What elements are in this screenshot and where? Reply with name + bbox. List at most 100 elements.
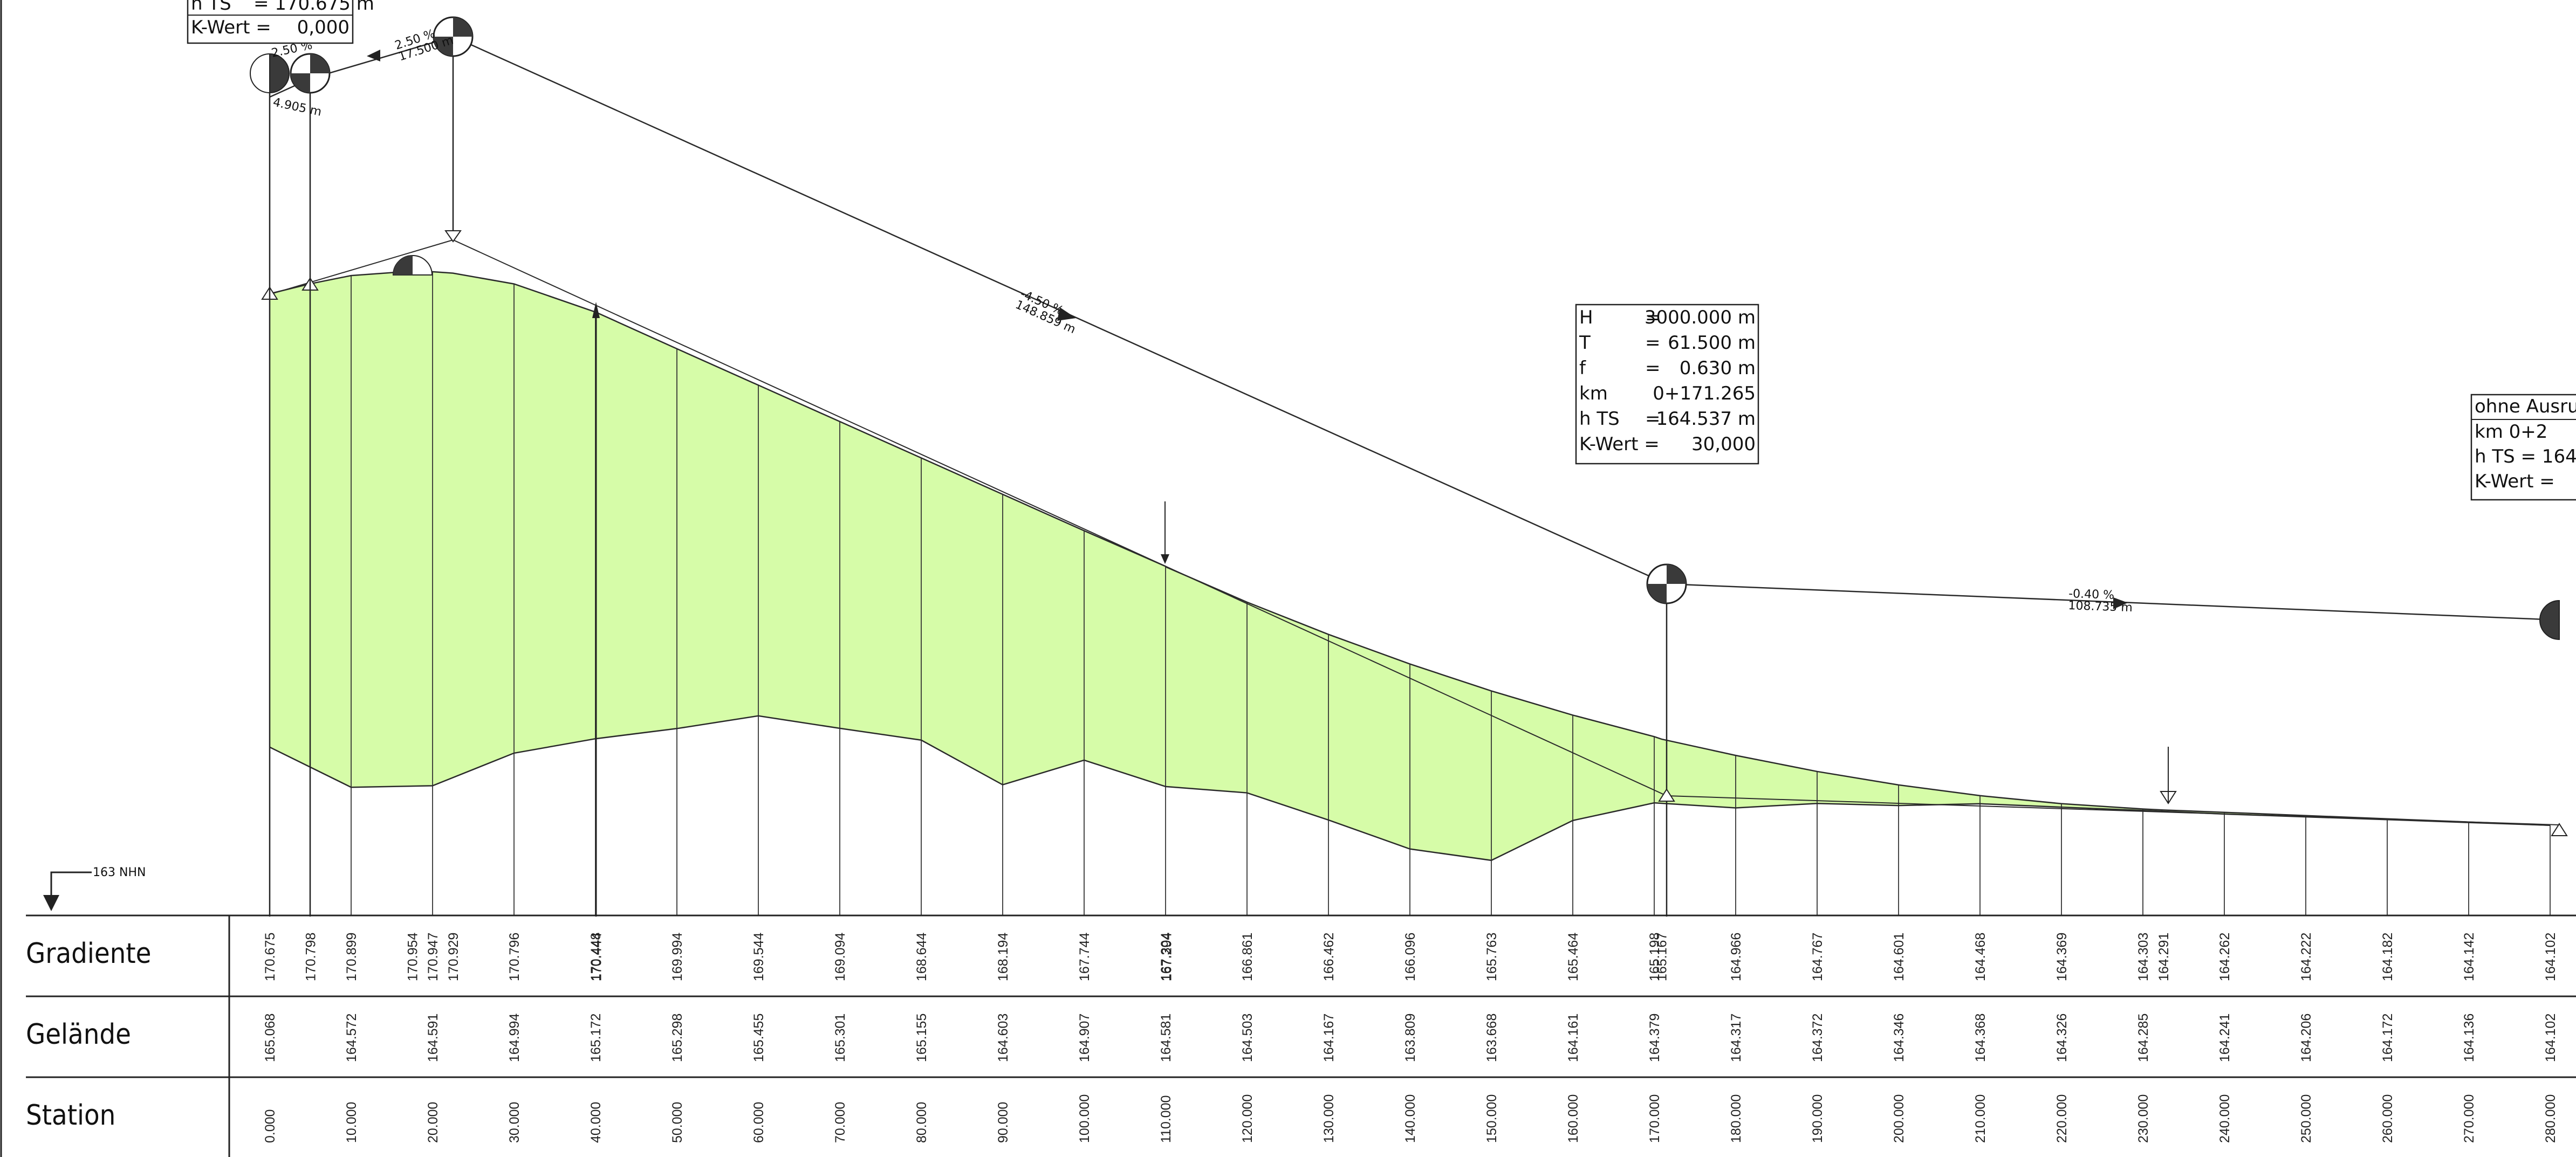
grade-value-label: 169.994 [670, 933, 685, 981]
mid-box-eq: = [1645, 357, 1661, 379]
vertical-marker-arrow-1 [592, 302, 600, 318]
ground-value-label: 164.581 [1159, 1014, 1174, 1062]
grade-value-label: 164.966 [1729, 933, 1744, 981]
ground-value-label: 164.994 [507, 1014, 522, 1062]
ground-value-label: 164.317 [1729, 1014, 1744, 1062]
station-value-label: 40.000 [588, 1102, 604, 1143]
grade-value-label: 169.544 [751, 933, 766, 981]
table-values: 170.675 170.798 170.899 170.954 170.947 170.9… [263, 933, 2558, 1143]
station-value-label: 60.000 [751, 1102, 766, 1143]
grade-value-label: 164.222 [2299, 933, 2314, 981]
top-box-hts-value: = 170.675 m [254, 0, 374, 15]
mid-box-label: h TS [1579, 408, 1620, 430]
pvi-marker-3 [1646, 563, 1687, 604]
grade-value-label: 167.744 [1077, 933, 1092, 981]
station-value-label: 260.000 [2380, 1094, 2395, 1143]
pvi-marker-2 [290, 53, 331, 94]
mid-box-label: km [1579, 383, 1608, 404]
info-box-middle: H =3000.000 mT = 61.500 mf = 0.630 mkm 0+171.2… [1575, 304, 1759, 465]
ground-value-label: 164.326 [2054, 1014, 2070, 1062]
ground-value-label: 164.907 [1077, 1014, 1092, 1062]
grade-value-label: 170.899 [344, 933, 359, 981]
ground-value-label: 165.455 [751, 1014, 766, 1062]
station-value-label: 20.000 [426, 1102, 441, 1143]
grade-value-label: 165.167 [1655, 933, 1670, 981]
station-value-label: 180.000 [1729, 1094, 1744, 1143]
ground-value-label: 164.172 [2380, 1014, 2395, 1062]
station-value-label: 250.000 [2299, 1094, 2314, 1143]
mid-box-value: 0.630 m [1680, 357, 1756, 379]
high-point-marker [392, 255, 433, 276]
station-value-label: 190.000 [1810, 1094, 1825, 1143]
grade-arrow-2 [1057, 307, 1076, 321]
station-value-label: 280.000 [2543, 1094, 2558, 1143]
pvi-drop-arrow-1 [444, 230, 462, 243]
grade-value-label: 164.369 [2054, 933, 2070, 981]
grade-value-label: 170.798 [304, 933, 319, 981]
grade-value-label: 168.644 [914, 933, 929, 981]
gradient-profile-line [269, 270, 2551, 826]
ground-value-label: 164.572 [344, 1014, 359, 1062]
grade-value-label: 167.304 [1159, 933, 1174, 981]
station-value-label: 100.000 [1077, 1094, 1092, 1143]
grade-label-2: -4.50 % 148.859 m [1013, 287, 1078, 337]
mid-box-value: 0+171.265 [1653, 383, 1756, 404]
station-value-label: 10.000 [344, 1102, 359, 1143]
grade-value-label: 164.303 [2136, 933, 2151, 981]
grade-len-4: 4.905 m [272, 95, 323, 119]
ground-value-label: 163.668 [1484, 1014, 1499, 1062]
station-value-label: 150.000 [1484, 1094, 1499, 1143]
station-value-label: 220.000 [2054, 1094, 2070, 1143]
ground-value-label: 165.301 [833, 1014, 848, 1062]
station-value-label: 240.000 [2217, 1094, 2232, 1143]
mid-box-eq: = [1645, 408, 1661, 430]
grade-pct-3: -0.40 % [2068, 587, 2115, 602]
ground-value-label: 165.068 [263, 1014, 278, 1062]
top-box-hts-label: h TS [191, 0, 231, 15]
station-value-label: 80.000 [914, 1102, 929, 1143]
grade-value-label: 164.767 [1810, 933, 1825, 981]
grade-value-label: 164.291 [2156, 933, 2171, 981]
mid-box-value: 30,000 [1691, 433, 1756, 455]
ground-value-label: 164.102 [2543, 1014, 2558, 1062]
top-box-kwert-label: K-Wert = [191, 17, 271, 38]
data-table [26, 914, 2576, 1157]
ground-value-label: 164.591 [426, 1014, 441, 1062]
grade-value-label: 165.198 [1647, 933, 1662, 981]
ground-value-label: 165.172 [588, 1014, 604, 1062]
ground-value-label: 164.206 [2299, 1014, 2314, 1062]
mid-box-eq: = [1645, 307, 1661, 328]
right-box-line-4: K-Wert = [2475, 471, 2555, 492]
grade-value-label: 170.954 [405, 933, 420, 981]
datum-reference: 163 NHN [43, 866, 146, 911]
half-circle-marker-end [2539, 600, 2560, 641]
grade-value-label: 166.096 [1403, 933, 1418, 981]
row-label-station: Station [26, 1099, 115, 1132]
mid-box-eq: = [1645, 332, 1661, 354]
ground-value-label: 164.167 [1321, 1014, 1337, 1062]
ground-value-label: 163.809 [1403, 1014, 1418, 1062]
station-value-label: 110.000 [1159, 1095, 1174, 1143]
tangent-lower-line [269, 239, 2560, 825]
grade-value-label: 164.142 [2462, 933, 2477, 981]
ground-value-label: 164.161 [1566, 1014, 1581, 1062]
ground-value-label: 164.603 [996, 1014, 1011, 1062]
mid-box-label: H [1579, 307, 1593, 328]
station-value-label: 200.000 [1892, 1094, 1907, 1143]
station-value-label: 0.000 [263, 1109, 278, 1143]
grade-value-label: 165.763 [1484, 933, 1499, 981]
half-circle-marker-start [250, 53, 290, 94]
grade-value-label: 164.182 [2380, 933, 2395, 981]
grade-value-label: 170.947 [426, 933, 441, 981]
grade-value-label: 170.929 [446, 933, 461, 981]
right-box-line-3: h TS = 164 [2475, 446, 2576, 467]
grade-value-label: 164.601 [1892, 933, 1907, 981]
ground-value-label: 164.285 [2136, 1014, 2151, 1062]
station-value-label: 70.000 [833, 1102, 848, 1143]
right-box-line-2: km 0+2 [2475, 421, 2547, 443]
station-value-label: 210.000 [1973, 1094, 1988, 1143]
ground-value-label: 165.155 [914, 1014, 929, 1062]
mid-box-label: T [1579, 332, 1591, 354]
info-box-right: ohne Ausrun km 0+2 h TS = 164 K-Wert = [2470, 394, 2576, 501]
